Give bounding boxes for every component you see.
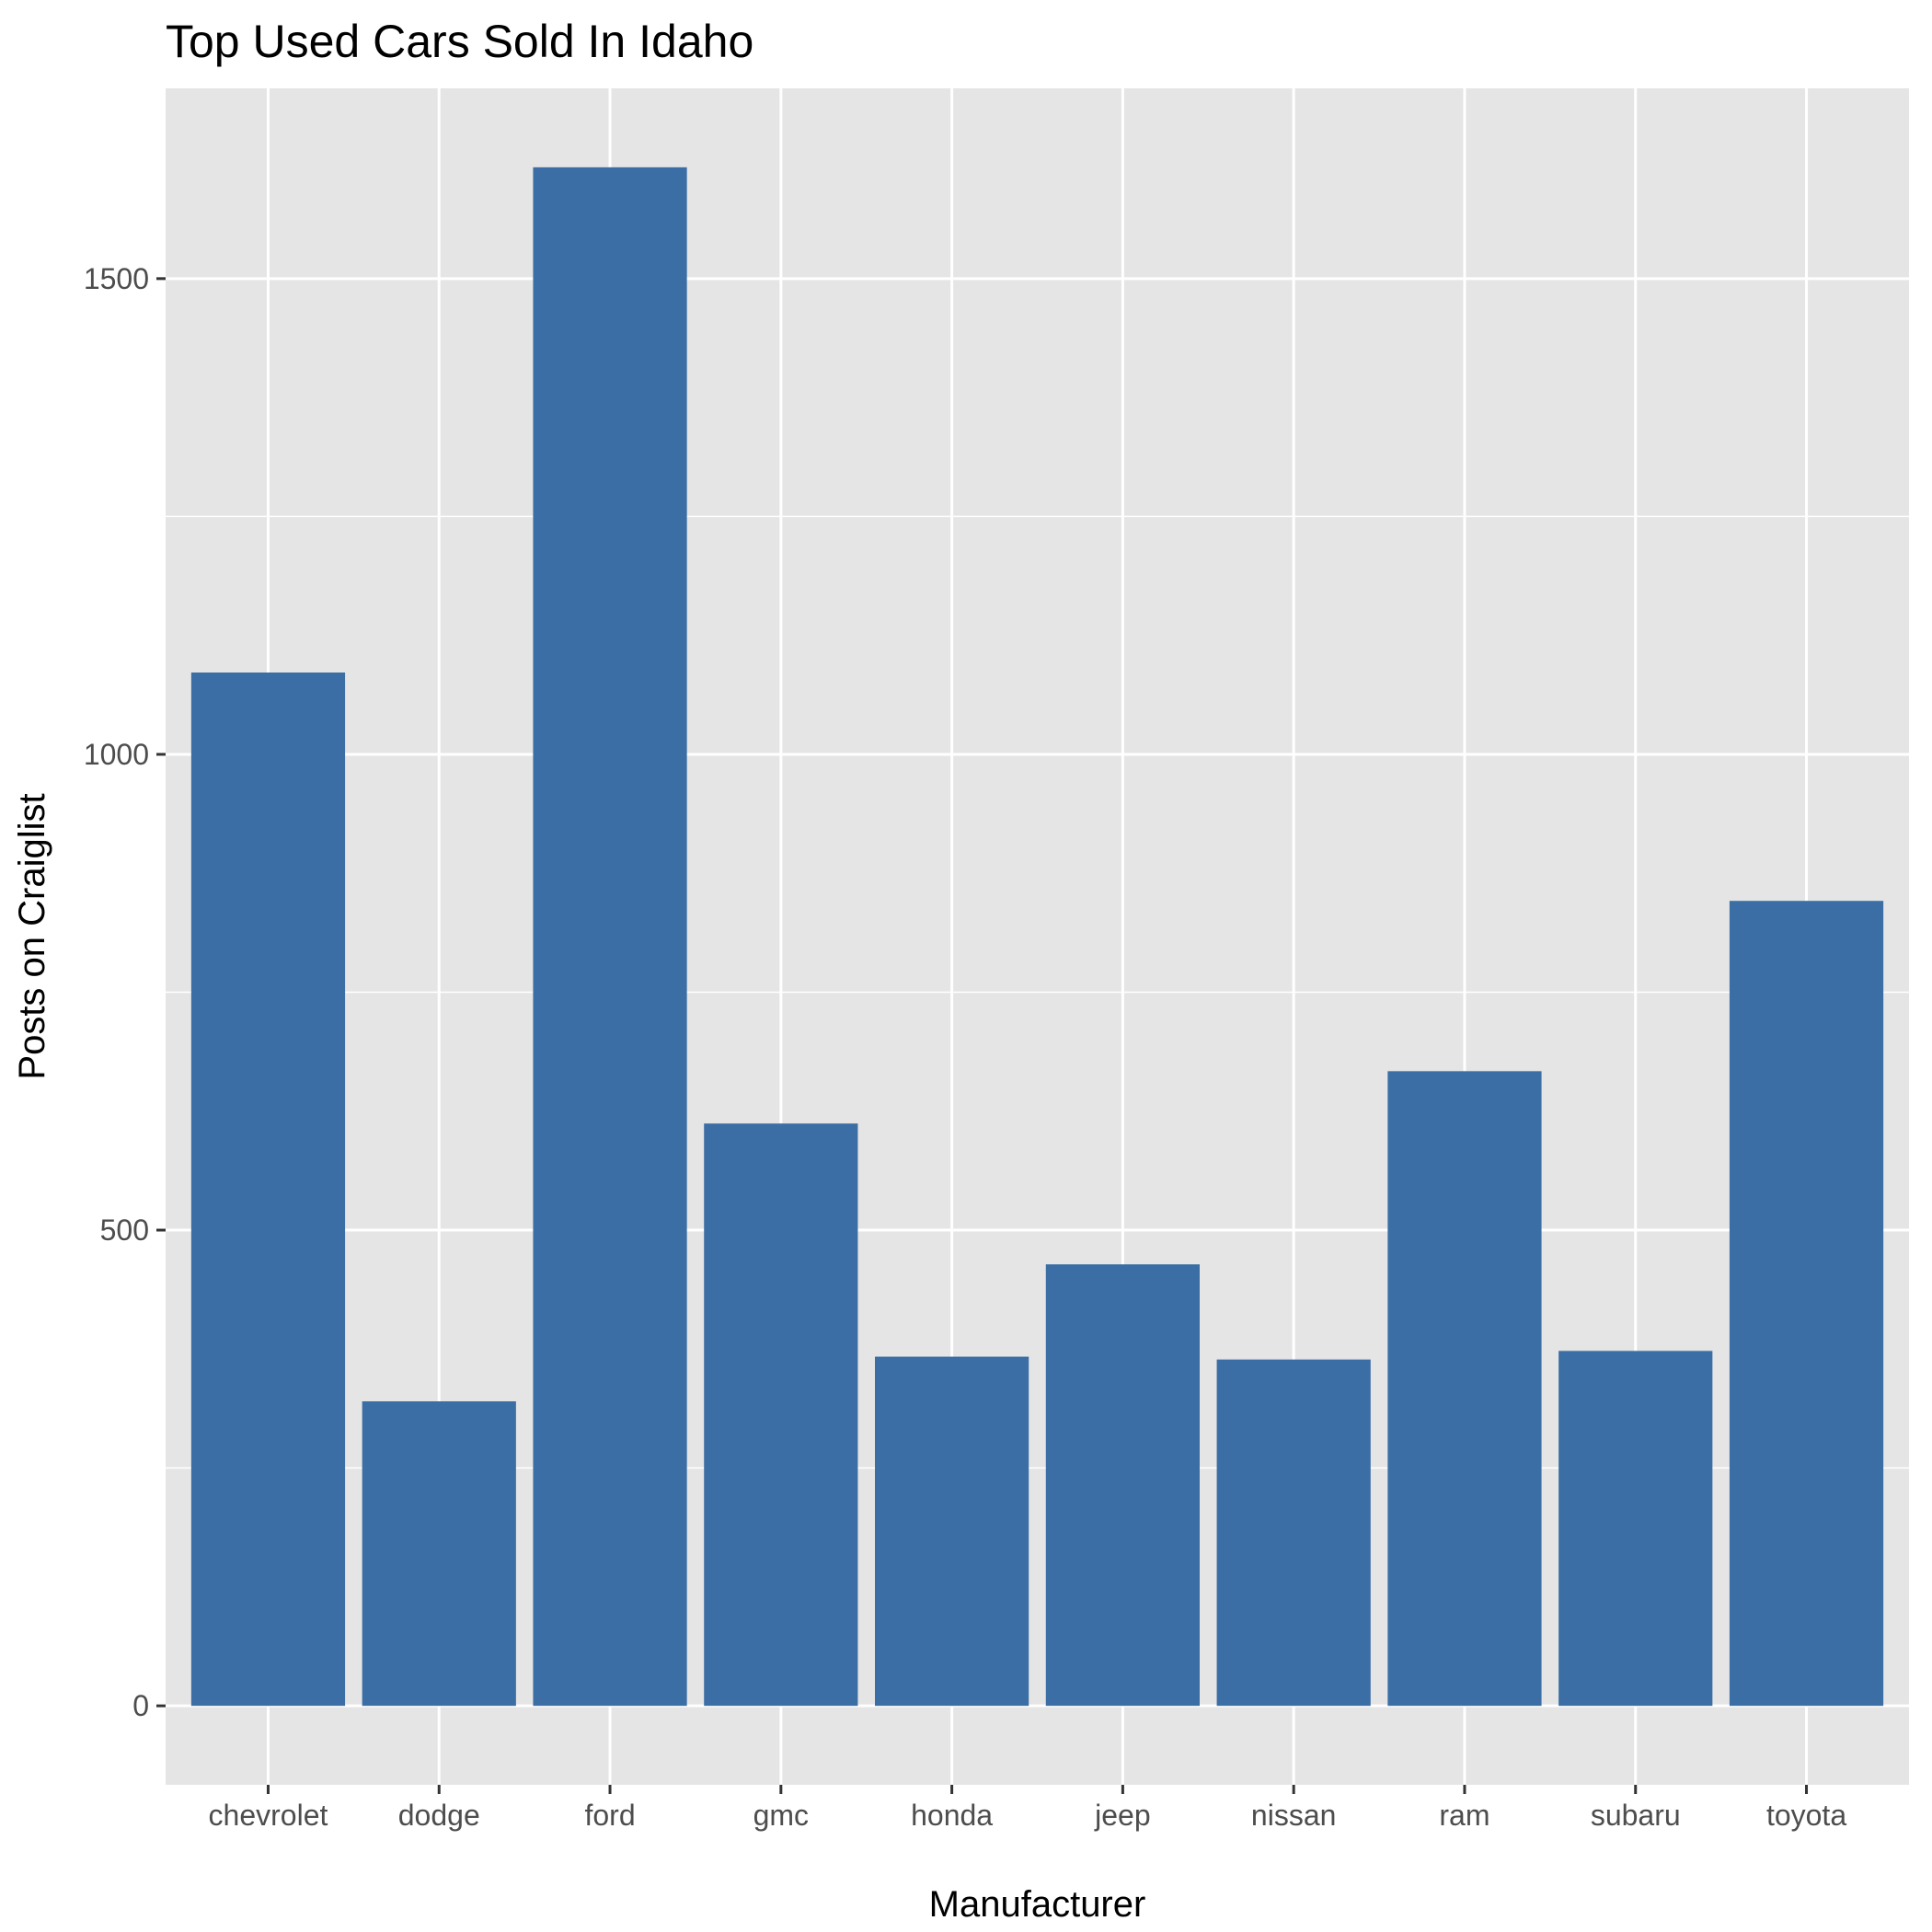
y-tick-label: 1500 (84, 262, 149, 295)
bar-subaru (1558, 1351, 1713, 1707)
chart-title: Top Used Cars Sold In Idaho (166, 16, 753, 67)
bar-jeep (1045, 1264, 1200, 1707)
x-tick-label-ford: ford (584, 1799, 635, 1832)
bar-ford (533, 167, 687, 1707)
x-tick-label-ram: ram (1439, 1799, 1489, 1832)
y-tick-label: 500 (100, 1213, 149, 1247)
x-tick-label-honda: honda (911, 1799, 993, 1832)
bar-gmc (704, 1123, 858, 1707)
y-tick-label: 0 (132, 1689, 149, 1722)
bar-ram (1387, 1071, 1542, 1707)
x-tick-label-subaru: subaru (1591, 1799, 1681, 1832)
x-axis: chevrolet dodge ford gmc honda jeep nissan ram s… (209, 1785, 1846, 1832)
x-tick-label-toyota: toyota (1766, 1799, 1846, 1832)
y-tick-label: 1000 (84, 738, 149, 771)
y-axis: 0 500 1000 1500 (84, 262, 166, 1722)
x-tick-label-chevrolet: chevrolet (209, 1799, 328, 1832)
bar-toyota (1729, 901, 1884, 1707)
bar-chevrolet (190, 673, 346, 1707)
bar-nissan (1216, 1359, 1371, 1707)
bar-honda (875, 1356, 1029, 1707)
bar-dodge (362, 1401, 516, 1707)
bars (190, 167, 1884, 1707)
x-tick-label-jeep: jeep (1094, 1799, 1151, 1832)
x-tick-label-dodge: dodge (398, 1799, 480, 1832)
x-tick-label-gmc: gmc (753, 1799, 809, 1832)
x-axis-title: Manufacturer (929, 1884, 1146, 1925)
x-tick-label-nissan: nissan (1251, 1799, 1337, 1832)
y-axis-title: Posts on Craiglist (12, 793, 52, 1079)
